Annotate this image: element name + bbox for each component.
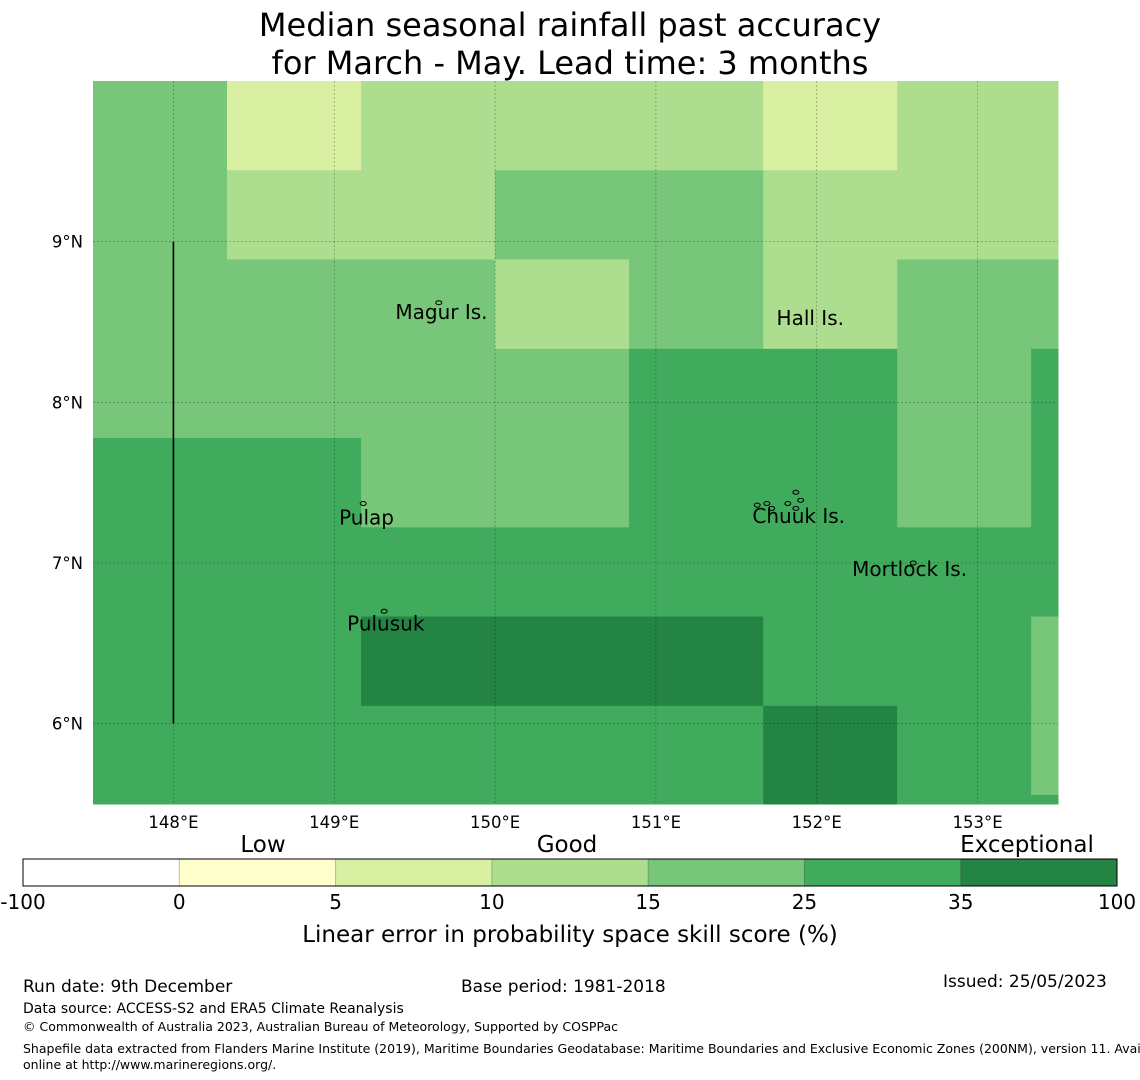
colorbar-tick-label: 15 [635,890,660,914]
base-period: Base period: 1981-2018 [461,977,666,997]
lat-tick-label: 7°N [52,554,83,573]
lat-tick-label: 8°N [52,393,83,412]
island-outline [784,501,792,507]
lon-tick-label: 149°E [309,813,359,832]
grid-cell [763,259,898,350]
grid-cell [93,705,764,805]
grid-cell [226,170,496,261]
grid-cell [93,348,630,439]
colorbar-axis-label: Linear error in probability space skill … [302,922,838,948]
grid-cell [1031,705,1059,796]
grid-cell [93,438,362,528]
grid-cell [897,438,1032,528]
grid-cell [361,438,630,528]
grid-cell [629,438,898,528]
colorbar-category-label: Exceptional [960,832,1094,858]
colorbar-tick-label: -100 [0,890,45,914]
colorbar-segment [960,859,1117,886]
map-grid-cells [93,81,1059,805]
colorbar-category-label: Good [537,832,598,858]
colorbar-tick-label: 0 [173,890,186,914]
shapefile-credit-line-2: online at http://www.marineregions.org/. [23,1057,277,1072]
grid-cell [361,81,764,171]
grid-cell [629,259,764,350]
grid-cell [897,81,1059,171]
colorbar-category-label: Low [240,832,285,858]
lon-tick-label: 153°E [952,813,1002,832]
lat-tick-label: 9°N [52,233,83,252]
shapefile-credit: Shapefile data extracted from Flanders M… [23,1041,1140,1073]
colorbar-legend: -100 0 5 10 15 25 35 100 Low Good Exceptional Linea… [0,832,1136,948]
colorbar-segment [179,859,336,886]
island-outline [763,501,771,507]
map-axis-ticks: 148°E 149°E 150°E 151°E 152°E 153°E 6°N 7°N 8°N 9… [52,233,1003,832]
colorbar-tick-label: 10 [479,890,504,914]
grid-cell [93,259,496,350]
colorbar-segment [804,859,961,886]
grid-cell [897,705,1032,805]
island-outline [435,300,443,306]
colorbar-segment [491,859,649,886]
place-label: Pulap [339,505,394,529]
island-outline [753,502,761,508]
grid-cell [226,81,362,171]
grid-cell [93,527,1059,618]
colorbar-frame [22,858,1118,887]
grid-cell [763,170,1059,261]
place-label: Mortlock Is. [852,557,967,581]
chart-title-line-1: Median seasonal rainfall past accuracy [258,6,882,44]
grid-cell [495,259,630,350]
data-source: Data source: ACCESS-S2 and ERA5 Climate … [23,1001,404,1017]
colorbar-segment [23,859,180,886]
grid-cell [1031,616,1059,707]
map-islands [359,300,917,614]
lon-tick-label: 148°E [148,813,198,832]
grid-cell [629,348,898,439]
island-outline [797,497,805,503]
run-date: Run date: 9th December [23,977,233,997]
grid-cell [93,81,228,171]
shapefile-credit-line-1: Shapefile data extracted from Flanders M… [23,1041,1140,1056]
island-outline [909,560,917,566]
place-label: Magur Is. [395,300,487,324]
lon-tick-label: 151°E [631,813,681,832]
grid-cell [763,616,1032,707]
grid-cell [897,259,1059,350]
colorbar-tick-label: 35 [948,890,973,914]
island-outline [792,505,800,511]
grid-cell [495,170,764,261]
grid-cell [1031,795,1059,805]
colorbar-segment [335,859,492,886]
grid-cell [1031,438,1059,528]
issued-date: Issued: 25/05/2023 [943,972,1107,992]
colorbar-tick-label: 25 [792,890,817,914]
chart-title-line-2: for March - May. Lead time: 3 months [271,44,869,82]
copyright: © Commonwealth of Australia 2023, Austra… [23,1019,618,1034]
island-outline [380,608,388,614]
grid-cell [1031,348,1059,439]
grid-cell [763,81,898,171]
lon-tick-label: 150°E [470,813,520,832]
map-gridlines [93,81,1058,804]
colorbar-tick-label: 100 [1098,890,1136,914]
grid-cell [763,705,898,805]
grid-cell [897,348,1032,439]
colorbar-segment [648,859,805,886]
island-outline [792,489,800,495]
island-outline [768,505,776,511]
place-label: Chuuk Is. [752,504,845,528]
island-outline [359,501,367,507]
lat-tick-label: 6°N [52,715,83,734]
grid-cell [93,616,362,707]
grid-cell [361,616,764,707]
lon-tick-label: 152°E [792,813,842,832]
colorbar-tick-label: 5 [329,890,342,914]
place-label: Pulusuk [347,611,425,635]
place-label: Hall Is. [777,306,844,330]
map-place-labels: Magur Is. Hall Is. Pulap Chuuk Is. Mortlock … [339,300,967,636]
grid-cell [93,170,228,261]
